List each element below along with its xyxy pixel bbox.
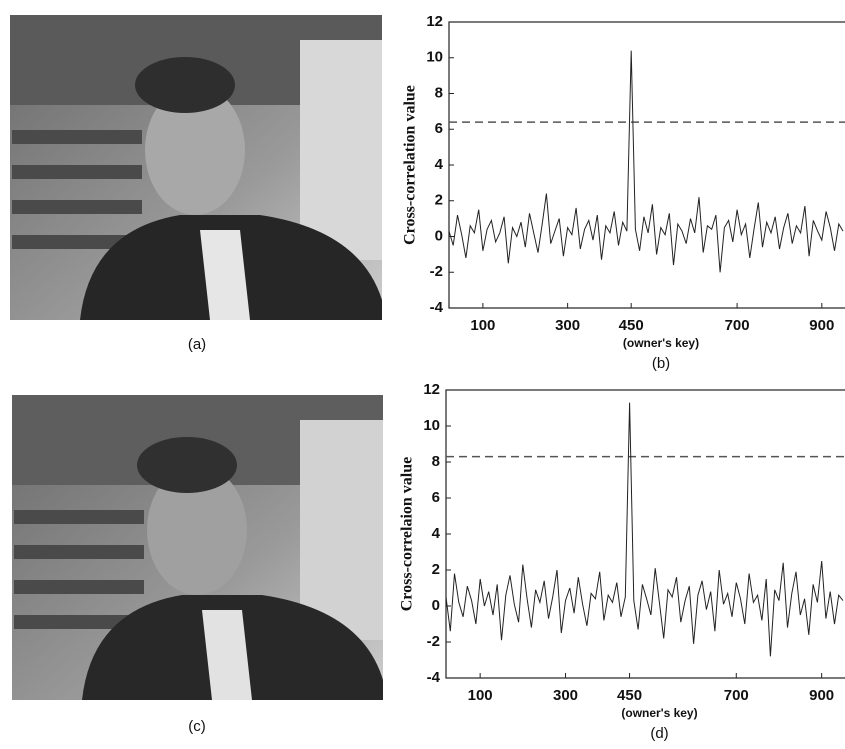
image-caption: (c): [188, 718, 206, 735]
x-tick-label: 100: [470, 317, 495, 334]
x-tick-label: 450: [619, 317, 644, 334]
photo-c: [12, 395, 383, 700]
y-tick-label: 10: [426, 49, 443, 66]
y-tick-label: 4: [432, 525, 441, 542]
y-tick-label: 0: [432, 597, 440, 614]
y-axis-label: Cross-correlaion value: [399, 457, 416, 612]
y-tick-label: 2: [432, 561, 440, 578]
x-tick-label: 700: [724, 687, 749, 704]
chart-caption: (b): [652, 355, 670, 372]
plot-frame: [445, 389, 845, 679]
x-tick-label: 700: [725, 317, 750, 334]
y-tick-label: 0: [435, 227, 443, 244]
x-axis-label: (owner's key): [623, 336, 699, 350]
plot-frame: [448, 21, 845, 309]
y-tick-label: -4: [427, 669, 441, 686]
x-tick-label: 900: [809, 687, 834, 704]
x-tick-label: 300: [553, 687, 578, 704]
y-tick-label: -2: [427, 633, 440, 650]
y-tick-label: 6: [435, 120, 443, 137]
y-tick-label: 12: [423, 381, 440, 398]
y-tick-label: 4: [435, 156, 444, 173]
y-tick-label: 2: [435, 192, 443, 209]
y-tick-label: 8: [432, 453, 440, 470]
y-tick-label: 12: [426, 13, 443, 30]
y-tick-label: -4: [430, 299, 444, 316]
y-tick-label: 6: [432, 489, 440, 506]
image-caption: (a): [188, 336, 206, 353]
x-tick-label: 300: [555, 317, 580, 334]
x-tick-label: 450: [617, 687, 642, 704]
photo-a: [10, 15, 382, 320]
data-line: [448, 50, 844, 273]
x-axis-label: (owner's key): [621, 706, 697, 720]
y-tick-label: 8: [435, 84, 443, 101]
y-axis-label: Cross-correlation value: [402, 85, 419, 245]
x-tick-label: 900: [809, 317, 834, 334]
y-tick-label: 10: [423, 417, 440, 434]
data-line: [445, 402, 844, 657]
chart-caption: (d): [650, 725, 668, 742]
x-tick-label: 100: [468, 687, 493, 704]
y-tick-label: -2: [430, 263, 443, 280]
